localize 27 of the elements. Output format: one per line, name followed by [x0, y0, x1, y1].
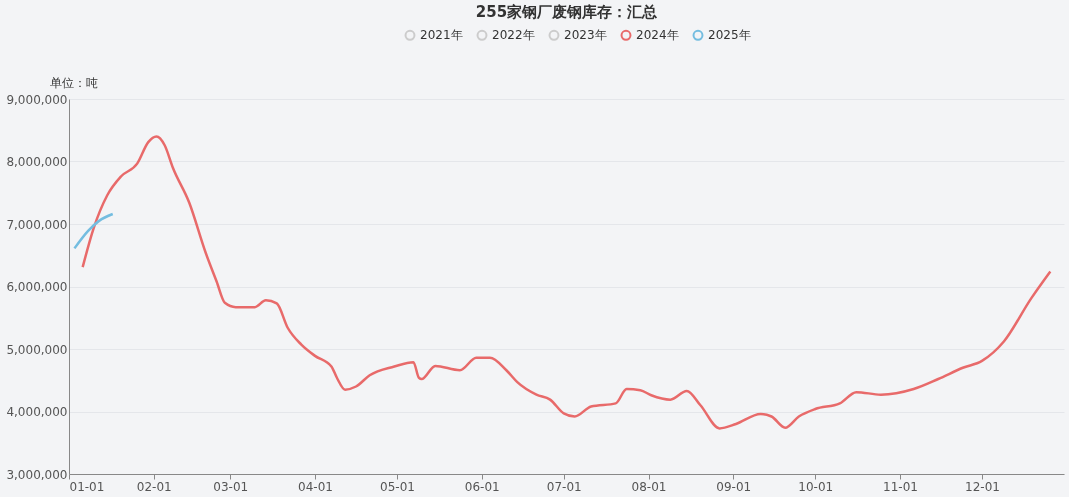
- x-tick-label: 04-01: [298, 479, 333, 494]
- x-tick-label: 01-01: [69, 479, 105, 494]
- y-tick-label: 7,000,000: [6, 217, 68, 232]
- x-tick-label: 07-01: [546, 479, 582, 494]
- y-axis-title: 单位：吨: [49, 75, 98, 90]
- x-tick-label: 03-01: [213, 479, 249, 494]
- legend-label: 2024年: [636, 28, 679, 43]
- y-tick-label: 8,000,000: [6, 155, 68, 169]
- legend-label: 2023年: [564, 28, 607, 43]
- y-tick-label: 4,000,000: [6, 405, 68, 419]
- legend-label: 2025年: [708, 28, 751, 43]
- y-tick-label: 3,000,000: [6, 467, 68, 482]
- chart-title: 255家钢厂废钢库存：汇总: [475, 3, 658, 21]
- x-tick-label: 10-01: [798, 479, 834, 494]
- line-series: [73, 212, 114, 250]
- legend-label: 2021年: [420, 28, 463, 43]
- x-tick-label: 05-01: [380, 479, 415, 494]
- legend-label: 2022年: [492, 28, 535, 43]
- y-tick-label: 5,000,000: [6, 342, 68, 357]
- x-tick-label: 06-01: [464, 479, 500, 494]
- y-tick-label: 9,000,000: [6, 92, 68, 107]
- x-tick-label: 12-01: [965, 479, 1000, 494]
- x-tick-label: 11-01: [883, 479, 918, 494]
- y-tick-label: 6,000,000: [6, 280, 68, 294]
- x-tick-label: 02-01: [136, 479, 172, 494]
- x-tick-label: 08-01: [631, 479, 667, 494]
- x-tick-label: 09-01: [716, 479, 752, 494]
